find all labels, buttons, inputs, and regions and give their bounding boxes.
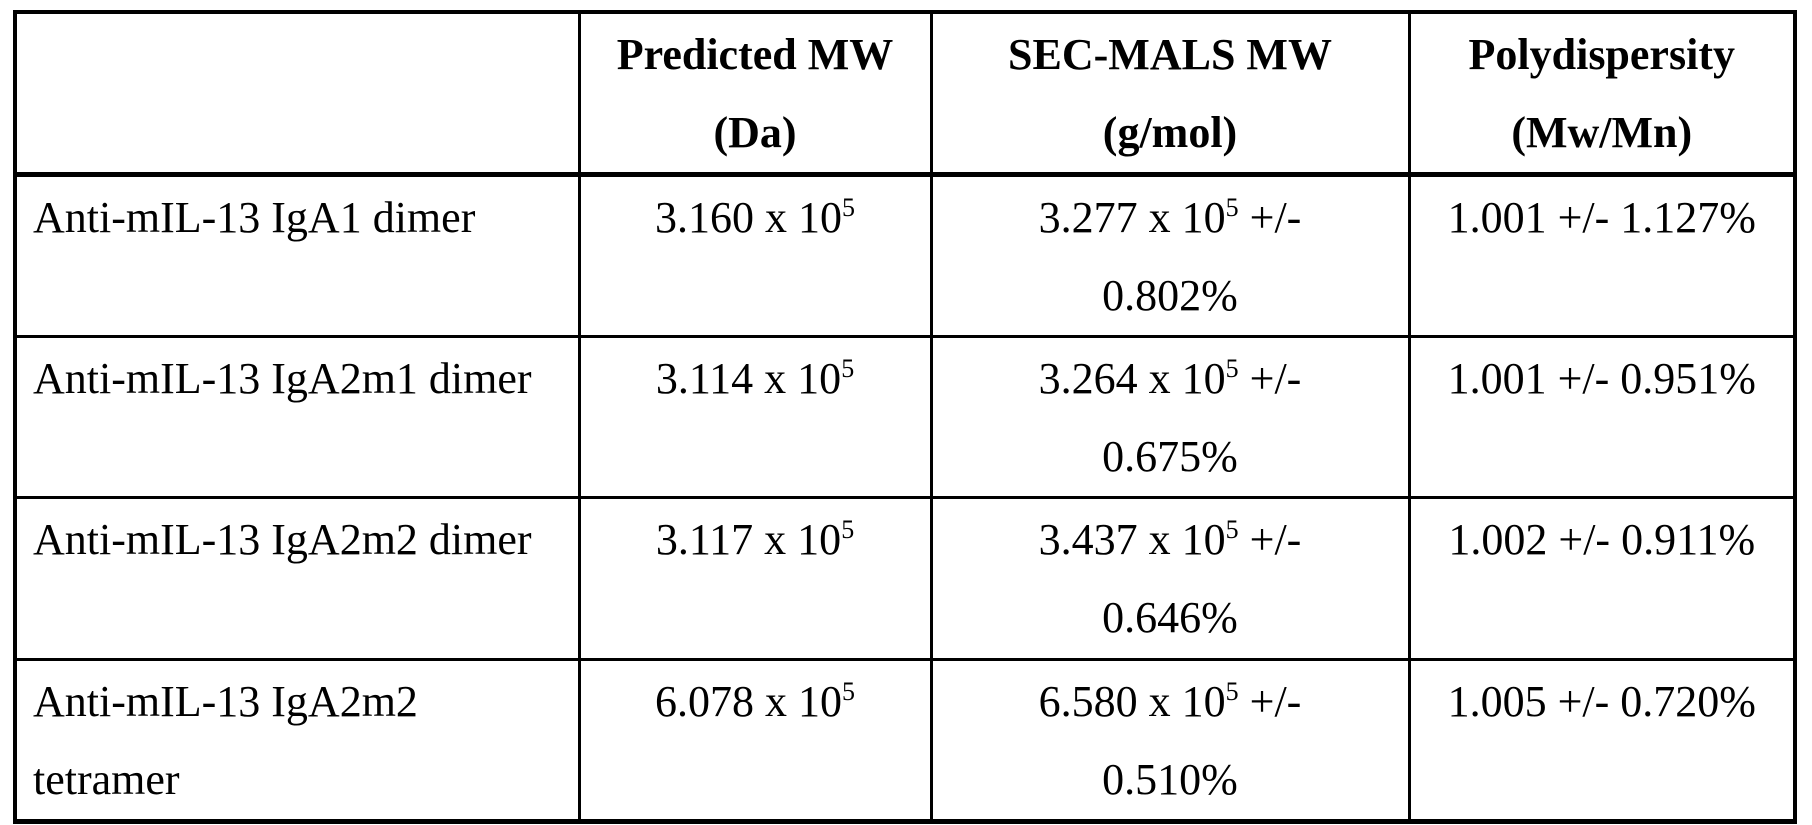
table-row-iga2m2-tetramer: Anti-mIL-13 IgA2m2 tetramer 6.078 x 105 …: [13, 658, 1797, 824]
table-row-iga1-dimer: Anti-mIL-13 IgA1 dimer 3.160 x 105 3.277…: [13, 173, 1797, 338]
sec-mals-error-value: 0.646%: [1102, 593, 1238, 642]
sec-mals-error-value: 0.675%: [1102, 432, 1238, 481]
header-sec-mals-mw: SEC-MALS MW (g/mol): [929, 10, 1411, 177]
polydispersity-cell: 1.005 +/- 0.720%: [1407, 658, 1797, 824]
header-sec-mals-mw-units: (g/mol): [1102, 108, 1238, 157]
header-predicted-mw-units: (Da): [713, 108, 797, 157]
sec-mals-mw-cell: 3.264 x 105 +/- 0.675%: [929, 335, 1411, 499]
sec-mals-results-table: Predicted MW (Da) SEC-MALS MW (g/mol) Po…: [13, 10, 1797, 824]
predicted-mw-value: 3.160 x 10: [655, 193, 842, 242]
polydispersity-value: 1.001 +/- 1.127%: [1447, 193, 1756, 242]
exponent: 5: [1225, 515, 1239, 544]
sec-mals-mw-cell: 3.437 x 105 +/- 0.646%: [929, 496, 1411, 661]
header-sec-mals-mw-label: SEC-MALS MW: [1008, 30, 1332, 79]
predicted-mw-value: 3.117 x 10: [655, 515, 842, 564]
sample-name-line1: Anti-mIL-13 IgA2m2: [33, 677, 418, 726]
polydispersity-value: 1.001 +/- 0.951%: [1447, 354, 1756, 403]
exponent: 5: [841, 515, 855, 544]
sec-mals-mw-value: 6.580 x 10: [1038, 677, 1226, 726]
sample-name-line1: Anti-mIL-13 IgA2m1 dimer: [33, 354, 532, 403]
sample-name-cell: Anti-mIL-13 IgA2m1 dimer: [13, 335, 581, 499]
predicted-mw-value: 6.078 x 10: [655, 677, 842, 726]
sample-name-cell: Anti-mIL-13 IgA2m2 tetramer: [13, 658, 581, 824]
sample-name-line2: tetramer: [33, 755, 180, 804]
header-predicted-mw-label: Predicted MW: [616, 30, 894, 79]
sec-mals-mw-cell: 6.580 x 105 +/- 0.510%: [929, 658, 1411, 824]
predicted-mw-cell: 3.160 x 105: [577, 173, 933, 338]
table-row-iga2m2-dimer: Anti-mIL-13 IgA2m2 dimer 3.117 x 105 3.4…: [13, 496, 1797, 661]
exponent: 5: [1225, 354, 1239, 383]
exponent: 5: [1225, 677, 1239, 706]
header-polydispersity-label: Polydispersity: [1468, 30, 1735, 79]
header-polydispersity-units: (Mw/Mn): [1511, 108, 1693, 157]
sec-mals-plusminus: +/-: [1238, 515, 1302, 564]
header-sample: [13, 10, 581, 177]
header-polydispersity: Polydispersity (Mw/Mn): [1407, 10, 1797, 177]
sample-name-line1: Anti-mIL-13 IgA2m2 dimer: [33, 515, 532, 564]
table-row-iga2m1-dimer: Anti-mIL-13 IgA2m1 dimer 3.114 x 105 3.2…: [13, 335, 1797, 499]
sec-mals-mw-value: 3.437 x 10: [1038, 515, 1226, 564]
polydispersity-cell: 1.002 +/- 0.911%: [1407, 496, 1797, 661]
header-predicted-mw: Predicted MW (Da): [577, 10, 933, 177]
predicted-mw-value: 3.114 x 10: [655, 354, 842, 403]
sec-mals-mw-value: 3.277 x 10: [1038, 193, 1226, 242]
polydispersity-cell: 1.001 +/- 0.951%: [1407, 335, 1797, 499]
sec-mals-plusminus: +/-: [1238, 193, 1302, 242]
predicted-mw-cell: 3.114 x 105: [577, 335, 933, 499]
sec-mals-plusminus: +/-: [1238, 354, 1302, 403]
sec-mals-mw-value: 3.264 x 10: [1038, 354, 1226, 403]
exponent: 5: [841, 354, 855, 383]
sec-mals-error-value: 0.802%: [1102, 271, 1238, 320]
polydispersity-value: 1.005 +/- 0.720%: [1447, 677, 1756, 726]
sec-mals-error-value: 0.510%: [1102, 755, 1238, 804]
sec-mals-plusminus: +/-: [1238, 677, 1302, 726]
exponent: 5: [1225, 193, 1239, 222]
header-row: Predicted MW (Da) SEC-MALS MW (g/mol) Po…: [13, 10, 1797, 177]
sample-name-cell: Anti-mIL-13 IgA1 dimer: [13, 173, 581, 338]
polydispersity-cell: 1.001 +/- 1.127%: [1407, 173, 1797, 338]
predicted-mw-cell: 3.117 x 105: [577, 496, 933, 661]
sample-name-line1: Anti-mIL-13 IgA1 dimer: [33, 193, 476, 242]
predicted-mw-cell: 6.078 x 105: [577, 658, 933, 824]
sample-name-cell: Anti-mIL-13 IgA2m2 dimer: [13, 496, 581, 661]
sec-mals-mw-cell: 3.277 x 105 +/- 0.802%: [929, 173, 1411, 338]
polydispersity-value: 1.002 +/- 0.911%: [1448, 515, 1756, 564]
exponent: 5: [842, 677, 855, 706]
exponent: 5: [842, 193, 855, 222]
